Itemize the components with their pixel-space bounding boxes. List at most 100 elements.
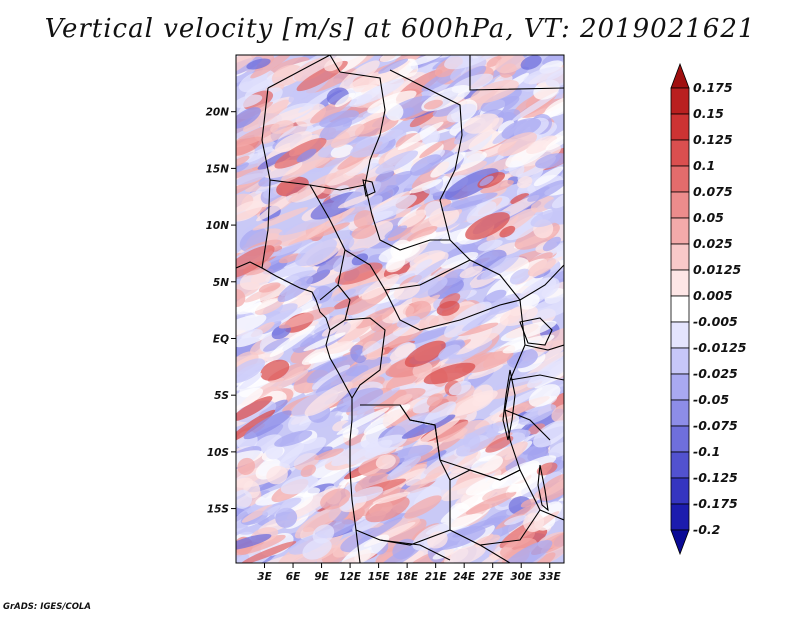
field-blob <box>269 325 316 357</box>
field-blob <box>436 300 460 316</box>
field-blob <box>426 393 444 407</box>
field-blob <box>336 387 384 413</box>
field-blob <box>505 445 547 473</box>
field-blob <box>500 320 557 342</box>
field-blob <box>402 325 456 346</box>
field-blob <box>533 420 564 448</box>
field-blob <box>275 507 298 528</box>
field-blob <box>440 192 498 212</box>
field-blob <box>396 316 421 328</box>
field-blob <box>328 158 364 180</box>
lon-label: 9E <box>314 571 329 583</box>
field-blob <box>346 439 393 465</box>
field-blob <box>404 340 446 368</box>
field-blob <box>432 544 463 560</box>
field-blob <box>348 221 394 252</box>
lon-label: 30E <box>510 571 533 583</box>
field-blob <box>302 538 332 560</box>
border-libya <box>267 55 331 89</box>
field-blob <box>385 103 404 121</box>
colorbar-swatch <box>670 425 690 453</box>
colorbar-swatch <box>670 243 690 271</box>
field-blob <box>548 441 564 458</box>
border-congo <box>344 317 386 399</box>
field-blob <box>278 253 301 264</box>
lat-label: 5S <box>214 390 229 402</box>
colorbar-swatch <box>670 373 690 401</box>
field-blob <box>444 545 486 563</box>
field-blob <box>538 473 564 502</box>
border-niger <box>261 87 366 191</box>
lon-label: 6E <box>286 571 301 583</box>
colorbar-label: -0.025 <box>693 366 738 381</box>
map-frame <box>235 54 565 564</box>
field-blob <box>240 541 297 563</box>
field-blob <box>428 398 449 413</box>
colorbar-label: -0.075 <box>693 418 738 433</box>
lat-label: 15S <box>207 504 229 516</box>
field-blob <box>483 289 507 304</box>
field-blob <box>501 118 542 140</box>
field-blob <box>277 276 314 303</box>
field-blob <box>526 135 558 154</box>
field-blob <box>361 273 400 300</box>
field-blob <box>417 417 460 445</box>
field-blob <box>470 79 519 104</box>
colorbar-swatch <box>670 321 690 349</box>
field-blob <box>236 534 286 556</box>
colorbar-label: -0.0125 <box>693 340 747 355</box>
field-blob <box>375 150 419 175</box>
field-blob <box>288 411 312 433</box>
field-blob <box>260 359 290 381</box>
coastline <box>236 261 361 563</box>
field-blob <box>397 121 444 151</box>
field-blob <box>254 296 286 316</box>
field-blob <box>349 94 373 108</box>
lon-label: 12E <box>339 571 362 583</box>
colorbar-label: 0.125 <box>693 132 733 147</box>
field-blob <box>237 457 256 475</box>
field-blob <box>354 116 399 138</box>
field-blob <box>427 531 448 549</box>
field-blob <box>497 132 538 157</box>
border-zambia <box>449 469 541 546</box>
field-blob <box>272 239 312 257</box>
field-blob <box>236 329 263 346</box>
colorbar-swatch <box>670 347 690 375</box>
colorbar-swatch <box>670 113 690 141</box>
field-blob <box>467 364 504 380</box>
field-blob <box>384 225 408 239</box>
field-blob <box>314 448 344 461</box>
field-blob <box>527 353 564 388</box>
grads-credit: GrADS: IGES/COLA <box>3 602 91 612</box>
field-blob <box>333 293 368 310</box>
field-blob <box>408 55 443 66</box>
field-blob <box>444 301 492 338</box>
field-blob <box>312 364 351 390</box>
field-blob <box>480 252 520 280</box>
border-chad-north <box>329 55 386 186</box>
field-blob <box>474 534 501 548</box>
field-blob <box>236 107 261 129</box>
field-blob <box>236 533 272 551</box>
field-blob <box>375 389 407 408</box>
border-angola <box>355 404 451 546</box>
field-blob <box>551 192 564 209</box>
field-blob <box>542 236 561 252</box>
field-blob <box>551 403 564 423</box>
field-blob <box>434 421 469 443</box>
field-blob <box>324 340 354 355</box>
field-blob <box>337 193 375 209</box>
field-blob <box>236 155 250 169</box>
colorbar-top-arrow <box>670 62 690 89</box>
lake-chad <box>362 179 376 197</box>
field-blob <box>274 430 313 447</box>
field-blob <box>320 488 351 510</box>
field-blob <box>423 362 476 385</box>
field-blob <box>404 231 451 247</box>
field-blob <box>485 435 514 453</box>
field-blob <box>495 55 526 74</box>
field-blob <box>275 370 309 390</box>
field-blob <box>339 60 380 91</box>
lon-label: 27E <box>482 571 505 583</box>
